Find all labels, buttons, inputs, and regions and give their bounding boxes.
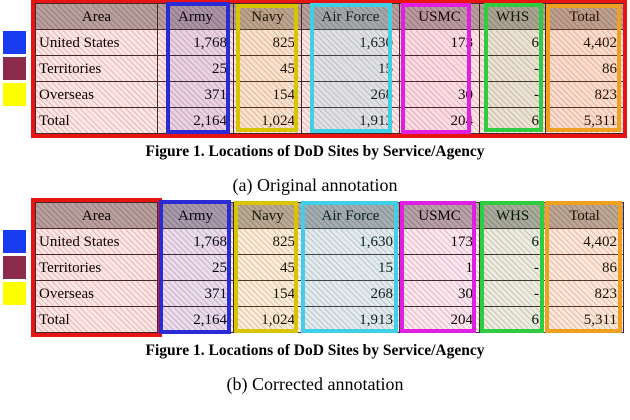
table-cell: 25 [157, 55, 234, 82]
table-cell: 6 [479, 107, 546, 134]
row-marker-territories [3, 256, 26, 279]
table-cell: 4,402 [545, 228, 624, 255]
table-row-united-states: United States 1,768 825 1,630 173 6 4,40… [35, 29, 624, 56]
row-label: Overseas [35, 280, 158, 307]
col-header-area: Area [35, 3, 158, 30]
table-cell: 30 [399, 81, 480, 108]
table-cell: 154 [233, 280, 302, 307]
row-marker-overseas [3, 282, 26, 305]
annotated-table-figure-a: Area Army Navy Air Force USMC WHS Total … [0, 0, 630, 140]
table-cell: 1,768 [157, 29, 234, 56]
row-marker-overseas [3, 83, 26, 106]
col-header-total: Total [545, 3, 624, 30]
table-cell: 268 [301, 81, 400, 108]
row-label: Total [35, 306, 158, 333]
table-cell: 371 [157, 280, 234, 307]
col-header-navy: Navy [233, 3, 302, 30]
table-cell: 5,311 [545, 306, 624, 333]
table-cell: 15 [301, 55, 400, 82]
table-cell: 154 [233, 81, 302, 108]
table-cell: 30 [399, 280, 480, 307]
table-cell: 45 [233, 254, 302, 281]
col-header-total: Total [545, 202, 624, 229]
row-label: United States [35, 29, 158, 56]
annotated-table-figure-b: Area Army Navy Air Force USMC WHS Total … [0, 198, 630, 339]
table-cell: 1 [399, 254, 480, 281]
table-cell: 825 [233, 228, 302, 255]
row-label: Total [35, 107, 158, 134]
col-header-whs: WHS [479, 202, 546, 229]
panel-corrected-annotation: Area Army Navy Air Force USMC WHS Total … [0, 198, 630, 395]
table-cell: 25 [157, 254, 234, 281]
table-cell: 204 [399, 107, 480, 134]
table-cell: 823 [545, 81, 624, 108]
col-header-navy: Navy [233, 202, 302, 229]
table-row-overseas: Overseas 371 154 268 30 - 823 [35, 280, 624, 307]
table-header-row: Area Army Navy Air Force USMC WHS Total [35, 202, 624, 229]
row-label: United States [35, 228, 158, 255]
table-cell: 4,402 [545, 29, 624, 56]
col-header-whs: WHS [479, 3, 546, 30]
col-header-air-force: Air Force [301, 202, 400, 229]
table-row-total: Total 2,164 1,024 1,913 204 6 5,311 [35, 306, 624, 333]
col-header-army: Army [157, 202, 234, 229]
table-cell: - [479, 55, 546, 82]
panel-original-annotation: Area Army Navy Air Force USMC WHS Total … [0, 0, 630, 196]
row-marker-united-states [3, 230, 26, 253]
col-header-usmc: USMC [399, 202, 480, 229]
table-cell: 15 [301, 254, 400, 281]
table-cell: 268 [301, 280, 400, 307]
table-cell: 2,164 [157, 107, 234, 134]
table-cell: - [479, 280, 546, 307]
table-cell: 1,913 [301, 107, 400, 134]
table-row-overseas: Overseas 371 154 268 30 - 823 [35, 81, 624, 108]
table-row-united-states: United States 1,768 825 1,630 173 6 4,40… [35, 228, 624, 255]
dod-sites-table: Area Army Navy Air Force USMC WHS Total … [35, 202, 624, 333]
table-row-total: Total 2,164 1,024 1,913 204 6 5,311 [35, 107, 624, 134]
table-row-territories: Territories 25 45 15 1 - 86 [35, 254, 624, 281]
table-cell: 1,768 [157, 228, 234, 255]
panel-b-label: (b) Corrected annotation [226, 374, 404, 394]
table-region: Area Army Navy Air Force USMC WHS Total … [31, 0, 627, 138]
table-cell: 1,630 [301, 228, 400, 255]
dod-sites-table: Area Army Navy Air Force USMC WHS Total … [35, 3, 624, 134]
table-cell: 371 [157, 81, 234, 108]
table-cell: 825 [233, 29, 302, 56]
table-caption: Figure 1. Locations of DoD Sites by Serv… [145, 342, 485, 359]
table-cell: 173 [399, 228, 480, 255]
col-header-army: Army [157, 3, 234, 30]
col-header-area: Area [35, 202, 158, 229]
row-marker-united-states [3, 31, 26, 54]
col-header-air-force: Air Force [301, 3, 400, 30]
col-header-usmc: USMC [399, 3, 480, 30]
panel-a-label: (a) Original annotation [232, 175, 398, 195]
table-region: Area Army Navy Air Force USMC WHS Total … [31, 198, 624, 337]
table-cell: 823 [545, 280, 624, 307]
table-header-row: Area Army Navy Air Force USMC WHS Total [35, 3, 624, 30]
row-label: Territories [35, 55, 158, 82]
table-cell: 86 [545, 55, 624, 82]
table-cell: 1 [399, 55, 480, 82]
table-row-territories: Territories 25 45 15 1 - 86 [35, 55, 624, 82]
table-cell: 2,164 [157, 306, 234, 333]
table-cell: 45 [233, 55, 302, 82]
table-caption: Figure 1. Locations of DoD Sites by Serv… [145, 143, 485, 160]
table-cell: 6 [479, 29, 546, 56]
table-cell: 86 [545, 254, 624, 281]
table-cell: 1,024 [233, 107, 302, 134]
table-cell: 1,913 [301, 306, 400, 333]
table-cell: - [479, 254, 546, 281]
table-cell: 1,630 [301, 29, 400, 56]
row-marker-territories [3, 57, 26, 80]
table-cell: 6 [479, 228, 546, 255]
table-cell: 173 [399, 29, 480, 56]
table-cell: - [479, 81, 546, 108]
table-cell: 204 [399, 306, 480, 333]
row-label: Territories [35, 254, 158, 281]
table-cell: 5,311 [545, 107, 624, 134]
row-label: Overseas [35, 81, 158, 108]
table-cell: 6 [479, 306, 546, 333]
table-cell: 1,024 [233, 306, 302, 333]
